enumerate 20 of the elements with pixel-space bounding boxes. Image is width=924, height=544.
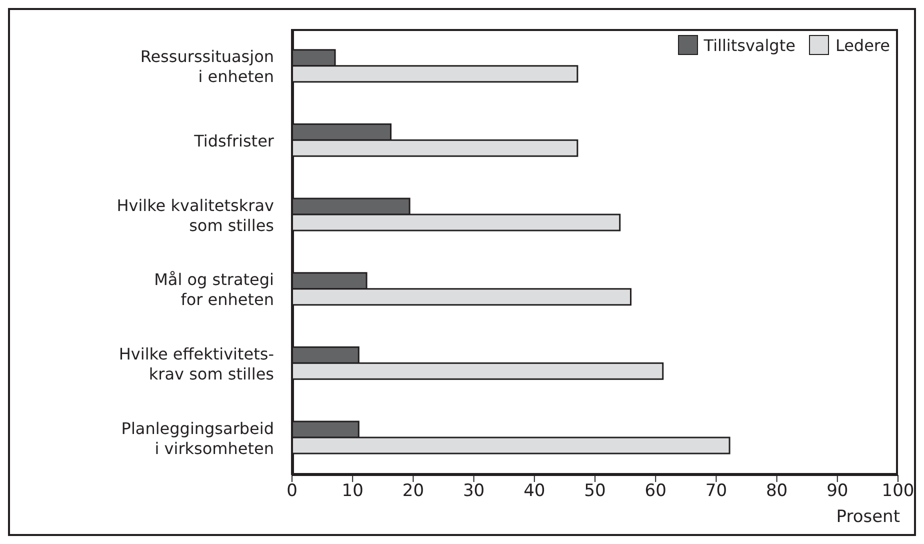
x-axis-title: Prosent	[836, 507, 900, 527]
x-tick-label: 50	[584, 481, 606, 502]
y-tick-label: Tidsfrister	[193, 131, 274, 150]
legend-label: Ledere	[835, 36, 890, 54]
x-tick-label: 80	[766, 481, 788, 502]
x-tick-label: 60	[644, 481, 666, 502]
x-tick-label: 0	[286, 481, 298, 502]
y-tick-label: Hvilke effektivitets- krav som stilles	[118, 344, 274, 383]
x-tick-label: 100	[882, 481, 914, 502]
x-tick-label: 30	[462, 481, 485, 502]
x-tick-label: 10	[342, 481, 364, 502]
y-tick-label: Mål og strategi for enheten	[154, 270, 274, 309]
x-tick-label: 90	[826, 481, 848, 502]
x-tick-label: 40	[524, 481, 546, 502]
legend-label: Tillitsvalgte	[704, 36, 796, 54]
y-tick-label: Planleggingsarbeid i virksomheten	[121, 418, 274, 458]
y-tick-label: Hvilke kvalitetskrav som stilles	[116, 195, 274, 234]
x-tick-label: 70	[705, 481, 728, 502]
x-tick-label: 20	[402, 481, 424, 502]
y-tick-label: Ressurssituasjon i enheten	[140, 46, 274, 86]
